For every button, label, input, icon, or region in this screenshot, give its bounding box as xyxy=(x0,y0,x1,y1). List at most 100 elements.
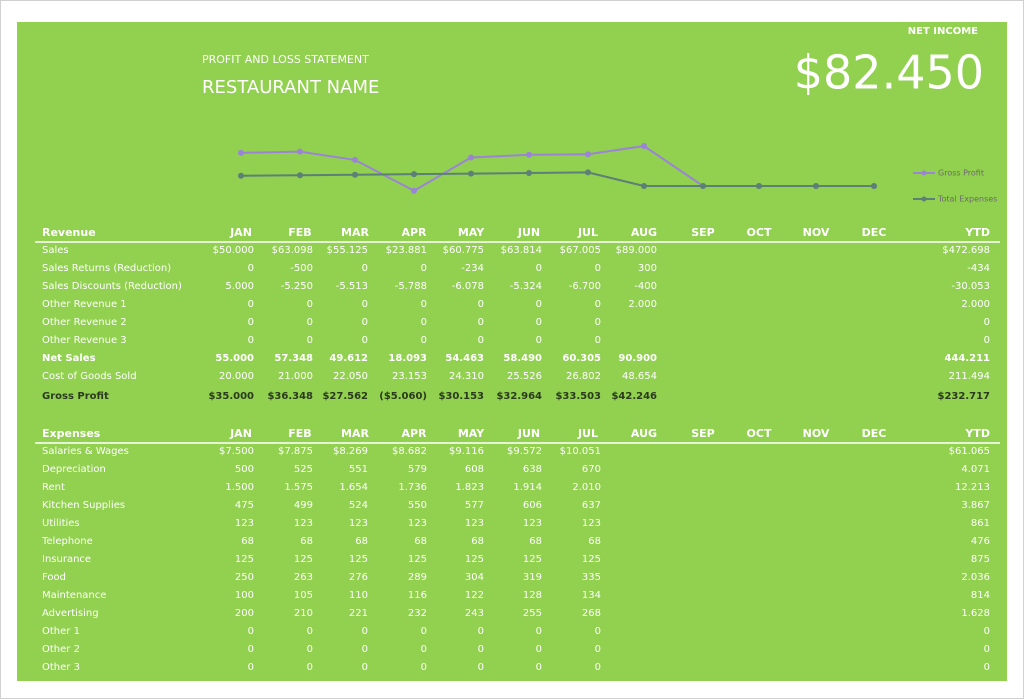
data-point xyxy=(756,183,762,189)
cell: $232.717 xyxy=(937,391,990,402)
cell: 57.348 xyxy=(274,353,313,364)
cell: $9.116 xyxy=(449,446,484,457)
data-point xyxy=(585,169,591,176)
cell: 637 xyxy=(582,500,601,511)
cell: 4.071 xyxy=(961,464,990,475)
cell: 0 xyxy=(478,299,484,310)
cell: 122 xyxy=(465,590,484,601)
column-header: MAR xyxy=(341,427,369,440)
cell: 670 xyxy=(582,464,601,475)
cell: -5.513 xyxy=(336,281,368,292)
cell: 123 xyxy=(523,518,542,529)
cell: -6.700 xyxy=(569,281,601,292)
cell: 0 xyxy=(421,317,427,328)
row-label: Depreciation xyxy=(42,464,106,475)
cell: 1.654 xyxy=(339,482,368,493)
cell: 861 xyxy=(971,518,990,529)
cell: 0 xyxy=(984,335,990,346)
cell: 335 xyxy=(582,572,601,583)
column-header: MAR xyxy=(341,226,369,239)
cell: 18.093 xyxy=(388,353,427,364)
cell: $27.562 xyxy=(322,391,368,402)
cell: 232 xyxy=(408,608,427,619)
cell: $32.964 xyxy=(496,391,542,402)
data-point xyxy=(411,187,417,194)
cell: 0 xyxy=(248,644,254,655)
legend-label: Total Expenses xyxy=(937,195,997,204)
cell: $33.503 xyxy=(555,391,601,402)
data-point xyxy=(585,151,591,158)
cell: 0 xyxy=(536,317,542,328)
cell: 3.867 xyxy=(961,500,990,511)
column-header: AUG xyxy=(631,226,657,239)
cell: 0 xyxy=(248,317,254,328)
cell: 54.463 xyxy=(445,353,484,364)
data-point xyxy=(352,156,358,163)
cell: 2.036 xyxy=(961,572,990,583)
row-label: Insurance xyxy=(42,554,91,565)
cell: 0 xyxy=(362,644,368,655)
legend-marker xyxy=(921,170,927,176)
cell: 0 xyxy=(307,626,313,637)
cell: 0 xyxy=(421,299,427,310)
cell: $55.125 xyxy=(327,245,368,256)
cell: 0 xyxy=(536,335,542,346)
cell: 123 xyxy=(582,518,601,529)
cell: $50.000 xyxy=(213,245,254,256)
data-point xyxy=(641,143,647,149)
row-label: Cost of Goods Sold xyxy=(42,371,137,382)
cell: 475 xyxy=(235,500,254,511)
column-header: NOV xyxy=(803,427,830,440)
cell: 444.211 xyxy=(944,353,990,364)
cell: $35.000 xyxy=(208,391,254,402)
cell: 0 xyxy=(307,644,313,655)
cell: 551 xyxy=(349,464,368,475)
row-label: Maintenance xyxy=(42,590,106,601)
cell: 20.000 xyxy=(219,371,254,382)
cell: $9.572 xyxy=(507,446,542,457)
cell: -5.324 xyxy=(510,281,542,292)
row-label: Other Revenue 2 xyxy=(42,317,127,328)
cell: 0 xyxy=(248,662,254,673)
row-label: Other 2 xyxy=(42,644,80,655)
data-point xyxy=(411,171,417,178)
cell: 499 xyxy=(294,500,313,511)
cell: 0 xyxy=(595,317,601,328)
cell: 0 xyxy=(248,299,254,310)
cell: 5.000 xyxy=(225,281,254,292)
legend-label: Gross Profit xyxy=(938,169,984,178)
cell: -5.250 xyxy=(281,281,313,292)
cell: 0 xyxy=(362,662,368,673)
cell: 263 xyxy=(294,572,313,583)
column-header: JUL xyxy=(577,427,598,440)
column-header: APR xyxy=(401,427,427,440)
column-header: MAY xyxy=(458,427,485,440)
cell: 0 xyxy=(421,626,427,637)
data-point xyxy=(641,183,647,189)
cell: $10.051 xyxy=(560,446,601,457)
cell: 1.914 xyxy=(513,482,542,493)
cell: 525 xyxy=(294,464,313,475)
cell: 68 xyxy=(355,536,368,547)
cell: 0 xyxy=(248,335,254,346)
row-label: Other 1 xyxy=(42,626,80,637)
cell: 500 xyxy=(235,464,254,475)
cell: 289 xyxy=(408,572,427,583)
cell: 48.654 xyxy=(622,371,657,382)
cell: 0 xyxy=(984,644,990,655)
column-header: JAN xyxy=(229,427,252,440)
sheet-panel xyxy=(17,22,1007,681)
column-header: JUN xyxy=(517,226,540,239)
column-header: AUG xyxy=(631,427,657,440)
data-point xyxy=(468,170,474,177)
cell: 0 xyxy=(595,263,601,274)
cell: 276 xyxy=(349,572,368,583)
row-label: Telephone xyxy=(41,536,93,547)
cell: $63.814 xyxy=(501,245,542,256)
data-point xyxy=(297,148,303,155)
cell: 134 xyxy=(582,590,601,601)
cell: $89.000 xyxy=(616,245,657,256)
section-header: Revenue xyxy=(42,226,96,239)
title: RESTAURANT NAME xyxy=(202,77,379,98)
